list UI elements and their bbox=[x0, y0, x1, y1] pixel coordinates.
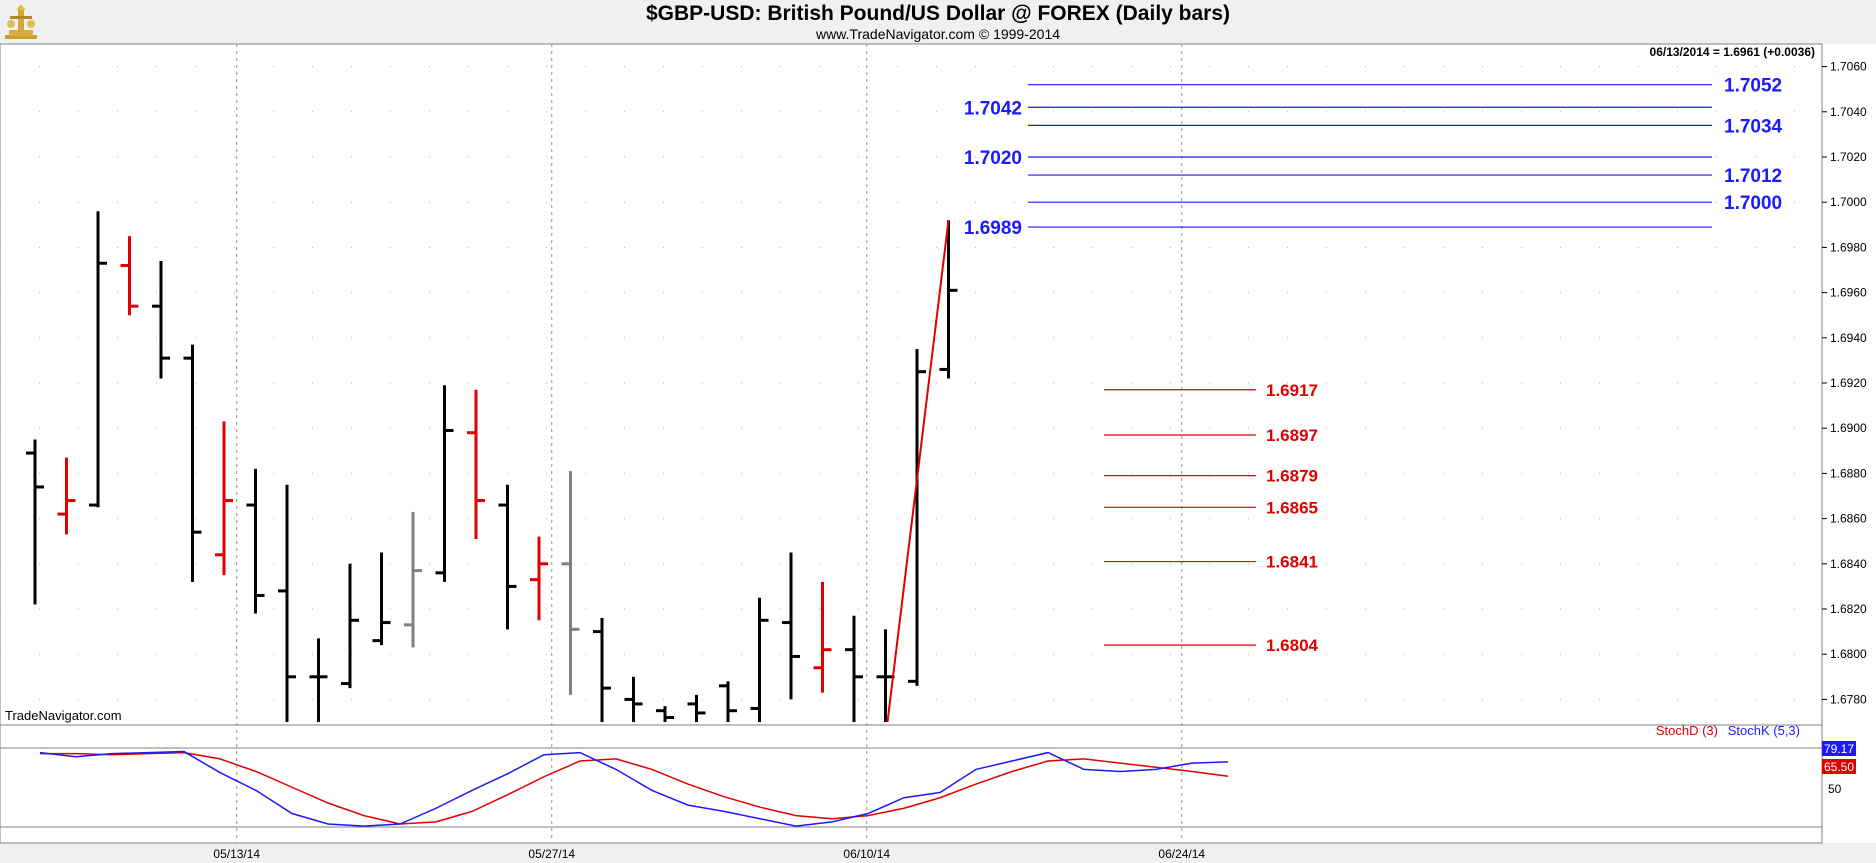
trade-navigator-logo bbox=[5, 4, 37, 39]
y-tick-label: 1.7040 bbox=[1830, 105, 1867, 119]
support-label: 1.6804 bbox=[1266, 636, 1319, 655]
ohlc-bar bbox=[687, 694, 706, 722]
x-axis-labels: 05/13/14 05/27/14 06/10/14 06/24/14 bbox=[213, 847, 1205, 861]
y-tick-label: 1.6920 bbox=[1830, 376, 1867, 390]
ohlc-bar bbox=[435, 385, 454, 582]
x-tick-label: 05/27/14 bbox=[528, 847, 575, 861]
stoch-50-label: 50 bbox=[1828, 782, 1842, 796]
ohlc-bar bbox=[656, 706, 674, 722]
trendline-segment bbox=[886, 220, 950, 723]
date-gridlines bbox=[236, 44, 1183, 843]
ohlc-bar bbox=[89, 211, 107, 508]
ohlc-bar bbox=[908, 349, 926, 686]
ohlc-bar bbox=[782, 552, 800, 700]
ohlc-bar bbox=[813, 581, 832, 693]
level-lines: 1.7042 1.7020 1.6989 1.7052 1.7034 1.7012 1.70… bbox=[964, 76, 1783, 655]
stoch-d-value-box bbox=[1822, 759, 1856, 774]
y-tick-label: 1.6900 bbox=[1830, 421, 1867, 435]
resistance-label: 1.7034 bbox=[1724, 116, 1783, 137]
y-tick-label: 1.6820 bbox=[1830, 602, 1867, 616]
price-axis bbox=[1822, 44, 1876, 725]
stoch-k-value-box bbox=[1822, 741, 1856, 756]
title-bar: $GBP-USD: British Pound/US Dollar @ FORE… bbox=[0, 0, 1876, 44]
ohlc-bar bbox=[183, 344, 202, 582]
y-tick-label: 1.7000 bbox=[1830, 195, 1867, 209]
y-tick-label: 1.6960 bbox=[1830, 286, 1867, 300]
x-tick-label: 05/13/14 bbox=[213, 847, 260, 861]
ohlc-bar bbox=[845, 615, 863, 722]
y-tick-label: 1.6780 bbox=[1830, 692, 1867, 706]
resistance-label: 1.7052 bbox=[1724, 76, 1782, 97]
ohlc-bar bbox=[57, 457, 76, 535]
ohlc-bar bbox=[467, 389, 485, 539]
resistance-label: 1.7020 bbox=[964, 148, 1022, 169]
support-label: 1.6897 bbox=[1266, 426, 1318, 445]
y-tick-label: 1.6840 bbox=[1830, 557, 1867, 571]
ohlc-bar bbox=[939, 220, 958, 379]
stoch-k-line bbox=[39, 750, 1229, 827]
last-price-label: 06/13/2014 = 1.6961 (+0.0036) bbox=[1650, 45, 1815, 59]
y-tick-label: 1.6980 bbox=[1830, 240, 1867, 254]
watermark-text: TradeNavigator.com bbox=[5, 708, 122, 723]
stoch-d-legend: StochD (3) bbox=[1656, 723, 1718, 738]
y-tick-label: 1.6880 bbox=[1830, 466, 1867, 480]
y-tick-label: 1.6800 bbox=[1830, 647, 1867, 661]
ohlc-bar bbox=[498, 484, 517, 630]
chart-subtitle: www.TradeNavigator.com © 1999-2014 bbox=[815, 26, 1061, 42]
y-axis-labels: 1.7060 1.7040 1.7020 1.7000 1.6980 1.6960 1.69… bbox=[1822, 60, 1867, 706]
ohlc-bar bbox=[309, 638, 328, 722]
y-tick-label: 1.7060 bbox=[1830, 60, 1867, 74]
y-tick-label: 1.7020 bbox=[1830, 150, 1867, 164]
ohlc-bar bbox=[341, 563, 359, 689]
ohlc-bar bbox=[278, 484, 296, 722]
support-label: 1.6917 bbox=[1266, 381, 1318, 400]
price-panel bbox=[0, 43, 1823, 726]
ohlc-bar bbox=[561, 471, 580, 695]
ohlc-bar bbox=[593, 618, 611, 722]
stoch-k-legend: StochK (5,3) bbox=[1728, 723, 1800, 738]
resistance-label: 1.7042 bbox=[964, 98, 1022, 119]
support-label: 1.6879 bbox=[1266, 467, 1318, 486]
stoch-d-line bbox=[40, 751, 1229, 825]
y-tick-label: 1.6860 bbox=[1830, 512, 1867, 526]
stochastic-lines bbox=[39, 750, 1229, 827]
ohlc-bar bbox=[530, 536, 548, 621]
ohlc-bar bbox=[246, 468, 265, 614]
ohlc-bar bbox=[120, 236, 139, 316]
ohlc-bar bbox=[26, 439, 44, 605]
ohlc-bar bbox=[152, 260, 170, 379]
stoch-k-value: 79.17 bbox=[1824, 742, 1854, 756]
x-tick-label: 06/10/14 bbox=[843, 847, 890, 861]
ohlc-bar bbox=[404, 511, 422, 648]
ohlc-bar bbox=[215, 421, 233, 576]
resistance-label: 1.7000 bbox=[1724, 193, 1782, 214]
ohlc-bar bbox=[624, 676, 643, 722]
ohlc-bar bbox=[719, 681, 737, 722]
ohlc-bar bbox=[372, 552, 391, 646]
support-label: 1.6865 bbox=[1266, 498, 1318, 517]
trendline bbox=[886, 220, 950, 723]
ohlc-bar bbox=[750, 597, 769, 722]
resistance-label: 1.7012 bbox=[1724, 166, 1782, 187]
ohlc-bars bbox=[26, 211, 958, 722]
stochastic-panel bbox=[0, 724, 1823, 844]
support-label: 1.6841 bbox=[1266, 553, 1318, 572]
stoch-d-value: 65.50 bbox=[1824, 760, 1854, 774]
chart-title: $GBP-USD: British Pound/US Dollar @ FORE… bbox=[645, 2, 1231, 25]
y-tick-label: 1.6940 bbox=[1830, 331, 1867, 345]
x-tick-label: 06/24/14 bbox=[1158, 847, 1205, 861]
resistance-label: 1.6989 bbox=[964, 218, 1022, 239]
